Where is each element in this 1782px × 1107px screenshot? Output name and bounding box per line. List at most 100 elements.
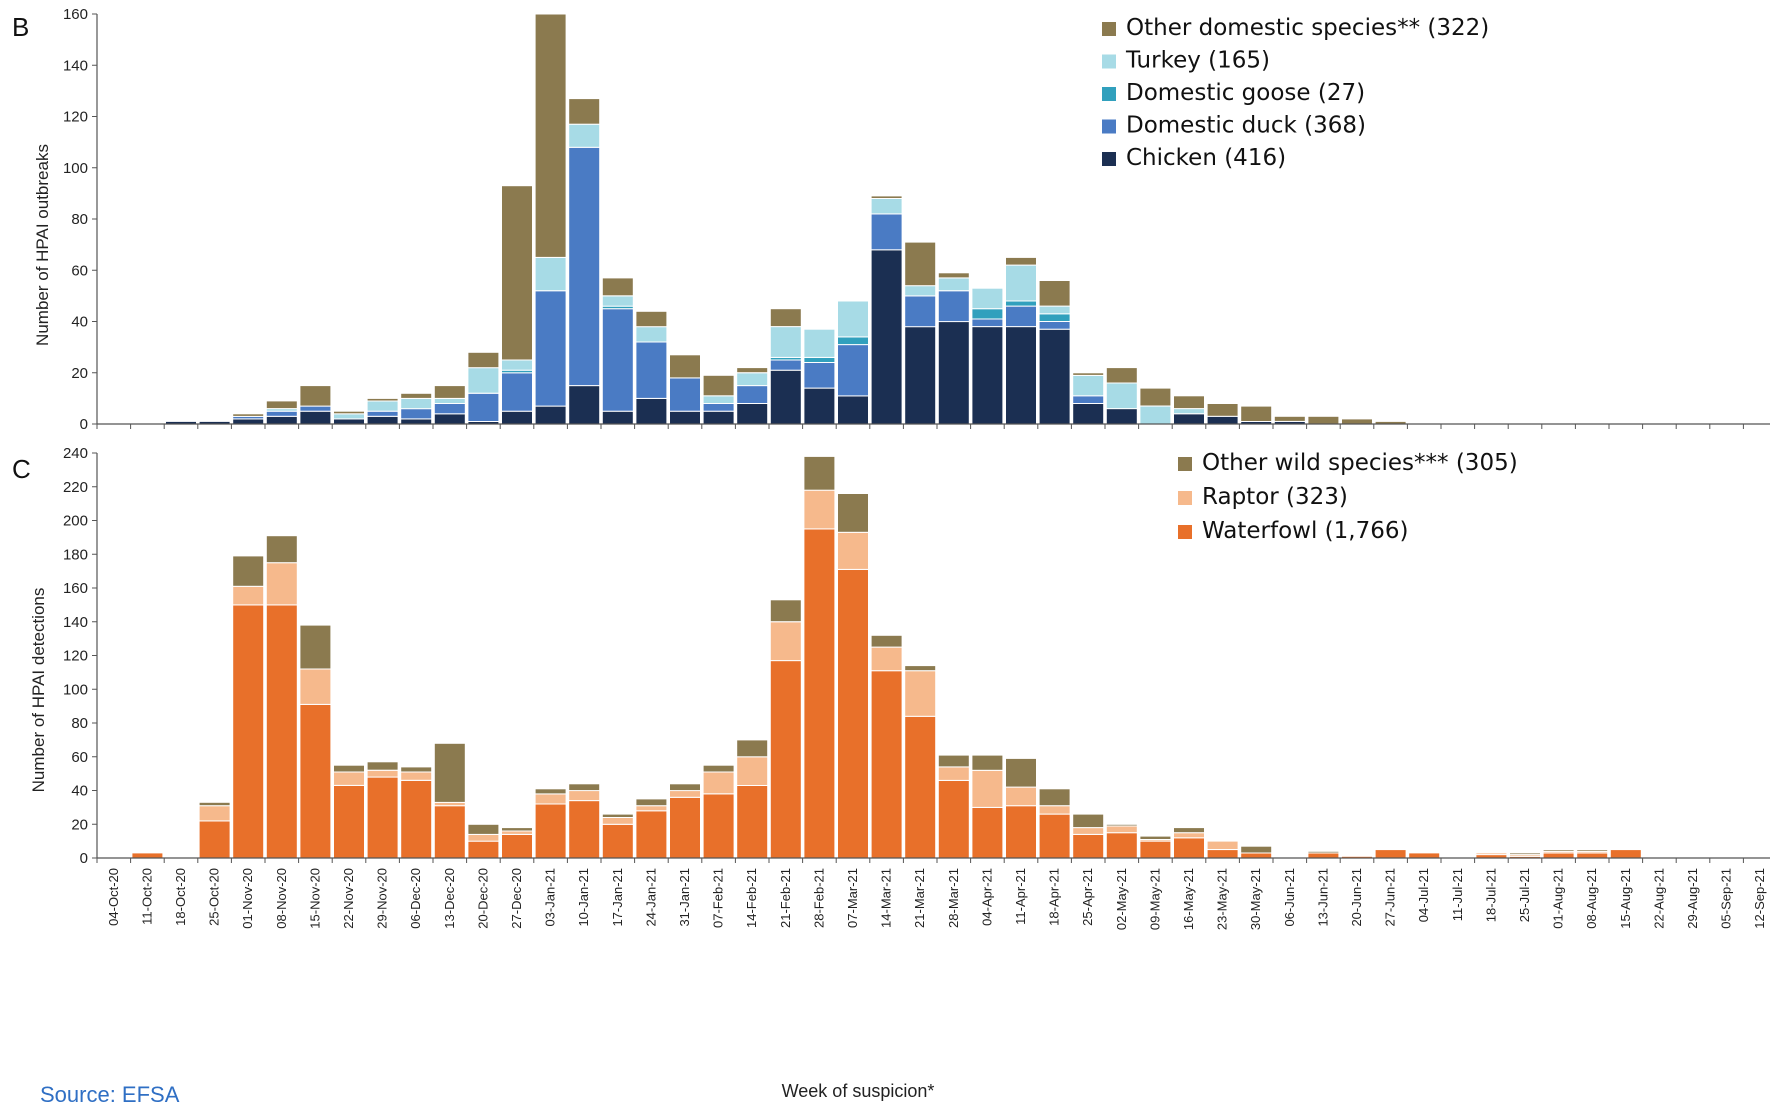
bar-segment <box>669 796 701 859</box>
bar-segment <box>937 754 970 768</box>
bar-segment <box>1307 852 1340 859</box>
panel-b-label: B <box>12 12 29 42</box>
bar-segment <box>1105 832 1138 859</box>
bar-segment <box>265 535 298 564</box>
bar-segment <box>937 272 970 279</box>
bar-segment <box>1139 835 1172 840</box>
x-tick-label: 07-Feb-21 <box>711 868 726 928</box>
bar-segment <box>1173 827 1205 834</box>
bar-segment <box>837 395 869 425</box>
bar-segment <box>131 852 164 859</box>
bar-segment <box>904 326 937 425</box>
panel-c-legend: Other wild species*** (305) Raptor (323) W… <box>1178 450 1518 544</box>
bar-segment <box>232 585 265 606</box>
bar-segment <box>1542 852 1575 859</box>
bar-segment <box>937 321 970 425</box>
bar-segment <box>601 823 634 859</box>
x-tick-label: 11-Jul-21 <box>1450 868 1465 921</box>
x-tick-label: 25-Apr-21 <box>1080 868 1095 926</box>
x-tick-label: 10-Jan-21 <box>576 868 591 927</box>
bar-segment <box>971 308 1004 320</box>
x-tick-label: 09-May-21 <box>1147 868 1162 930</box>
x-tick-label: 08-Aug-21 <box>1584 868 1599 929</box>
bar-segment <box>1072 833 1105 859</box>
bar-segment <box>198 820 231 859</box>
x-tick-label: 15-Aug-21 <box>1618 868 1633 929</box>
bar-segment <box>467 840 500 859</box>
bar-segment <box>1038 321 1071 330</box>
bar-segment <box>1240 852 1273 859</box>
bar-segment <box>837 336 869 346</box>
bar-segment <box>400 392 433 399</box>
bar-segment <box>971 769 1004 808</box>
bar-segment <box>1005 300 1037 307</box>
legend-swatch <box>1178 525 1192 539</box>
legend-entry: Other wild species*** (305) <box>1178 450 1518 476</box>
bar-segment <box>635 805 668 812</box>
y-tick-label: 240 <box>63 445 88 462</box>
bar-segment <box>1072 395 1105 404</box>
bar-segment <box>1609 849 1642 859</box>
bar-segment <box>1173 408 1205 415</box>
y-tick-label: 100 <box>63 160 88 177</box>
x-tick-label: 28-Mar-21 <box>946 868 961 928</box>
bar-segment <box>1240 405 1273 423</box>
bar-segment <box>601 277 634 297</box>
panel-b-legend: Other domestic species** (322) Turkey (16… <box>1102 15 1489 171</box>
bar-segment <box>1105 367 1138 384</box>
bar-segment <box>736 372 769 387</box>
x-tick-label: 29-Nov-20 <box>375 868 390 929</box>
y-tick-label: 40 <box>71 314 88 331</box>
legend-label: Waterfowl (1,766) <box>1202 518 1408 544</box>
bar-segment <box>1005 805 1037 859</box>
panel-b-y-axis-label: Number of HPAI outbreaks <box>33 144 52 346</box>
bar-segment <box>1072 403 1105 425</box>
bar-segment <box>971 326 1004 425</box>
bar-segment <box>803 387 836 425</box>
x-tick-label: 06-Dec-20 <box>408 868 423 929</box>
bar-segment <box>769 369 802 425</box>
bar-segment <box>333 413 365 420</box>
bar-segment <box>904 670 937 717</box>
bar-segment <box>736 367 769 374</box>
bar-segment <box>1038 813 1071 859</box>
bar-segment <box>232 604 265 859</box>
y-tick-label: 60 <box>71 262 88 279</box>
bar-segment <box>1005 786 1037 807</box>
bar-segment <box>366 400 399 412</box>
bar-segment <box>534 290 567 407</box>
panel-c-y-axis-label: Number of HPAI detections <box>29 588 48 793</box>
bar-segment <box>837 344 869 397</box>
bar-segment <box>769 599 802 623</box>
x-tick-label: 07-Mar-21 <box>845 868 860 928</box>
bar-segment <box>299 385 332 407</box>
bar-segment <box>1206 403 1239 417</box>
bar-segment <box>870 646 903 672</box>
bar-segment <box>669 790 701 798</box>
x-tick-label: 15-Nov-20 <box>307 868 322 929</box>
bar-segment <box>870 249 903 425</box>
x-tick-label: 06-Jun-21 <box>1282 868 1297 927</box>
bar-segment <box>467 833 500 842</box>
y-tick-label: 120 <box>63 109 88 126</box>
bar-segment <box>1072 372 1105 376</box>
x-tick-label: 17-Jan-21 <box>610 868 625 927</box>
bar-segment <box>635 810 668 859</box>
bar-segment <box>433 385 466 399</box>
bar-segment <box>736 756 769 786</box>
bar-segment <box>534 256 567 292</box>
bar-segment <box>971 318 1004 328</box>
bar-segment <box>1038 788 1071 807</box>
x-tick-label: 31-Jan-21 <box>677 868 692 927</box>
bar-segment <box>1206 415 1239 425</box>
x-tick-label: 24-Jan-21 <box>643 868 658 927</box>
x-tick-label: 25-Jul-21 <box>1517 868 1532 922</box>
bar-segment <box>1475 852 1508 856</box>
source-credit[interactable]: Source: EFSA <box>40 1082 180 1107</box>
bar-segment <box>568 146 601 387</box>
bar-segment <box>366 761 399 771</box>
bar-segment <box>198 801 231 807</box>
x-tick-label: 14-Feb-21 <box>744 868 759 928</box>
bar-segment <box>568 800 601 859</box>
legend-entry: Domestic goose (27) <box>1102 80 1365 106</box>
